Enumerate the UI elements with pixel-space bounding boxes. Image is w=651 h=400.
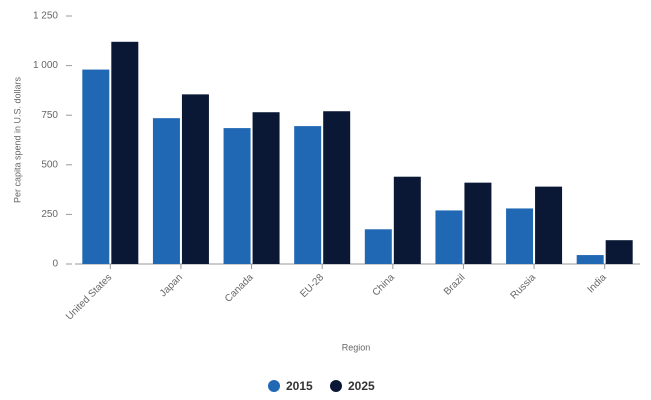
- bar: [294, 126, 322, 264]
- x-tick-label: Japan: [158, 272, 185, 299]
- y-tick-label: 1 000: [33, 60, 58, 71]
- x-tick-label: China: [371, 272, 398, 299]
- y-tick-label: 250: [41, 209, 58, 220]
- x-tick-label: Canada: [223, 272, 256, 305]
- x-tick-label: Russia: [509, 272, 539, 302]
- y-tick-label: 750: [41, 110, 58, 121]
- bar: [435, 210, 463, 264]
- legend-label: 2015: [286, 379, 313, 393]
- bar: [82, 69, 110, 265]
- bar: [252, 112, 280, 264]
- bar: [152, 118, 180, 265]
- bar: [576, 255, 604, 264]
- x-tick-label: United States: [64, 272, 114, 322]
- x-axis-title: Region: [342, 342, 371, 352]
- bar: [111, 41, 139, 265]
- bar: [364, 229, 392, 264]
- bar: [223, 128, 251, 264]
- legend-marker: [268, 380, 280, 392]
- y-axis-title: Per capita spend in U.S. dollars: [12, 76, 22, 203]
- legend-marker: [330, 380, 342, 392]
- x-tick-label: India: [586, 272, 609, 295]
- bar: [323, 111, 351, 265]
- y-tick-label: 0: [52, 259, 58, 270]
- y-tick-label: 500: [41, 159, 58, 170]
- bar: [535, 186, 563, 264]
- bar: [506, 208, 534, 264]
- x-tick-label: EU-28: [298, 272, 326, 300]
- legend-label: 2025: [348, 379, 375, 393]
- bar: [605, 240, 633, 264]
- bar: [464, 182, 492, 264]
- x-tick-label: Brazil: [442, 272, 467, 297]
- y-tick-label: 1 250: [33, 11, 58, 22]
- bar: [393, 176, 421, 264]
- bar: [181, 94, 209, 264]
